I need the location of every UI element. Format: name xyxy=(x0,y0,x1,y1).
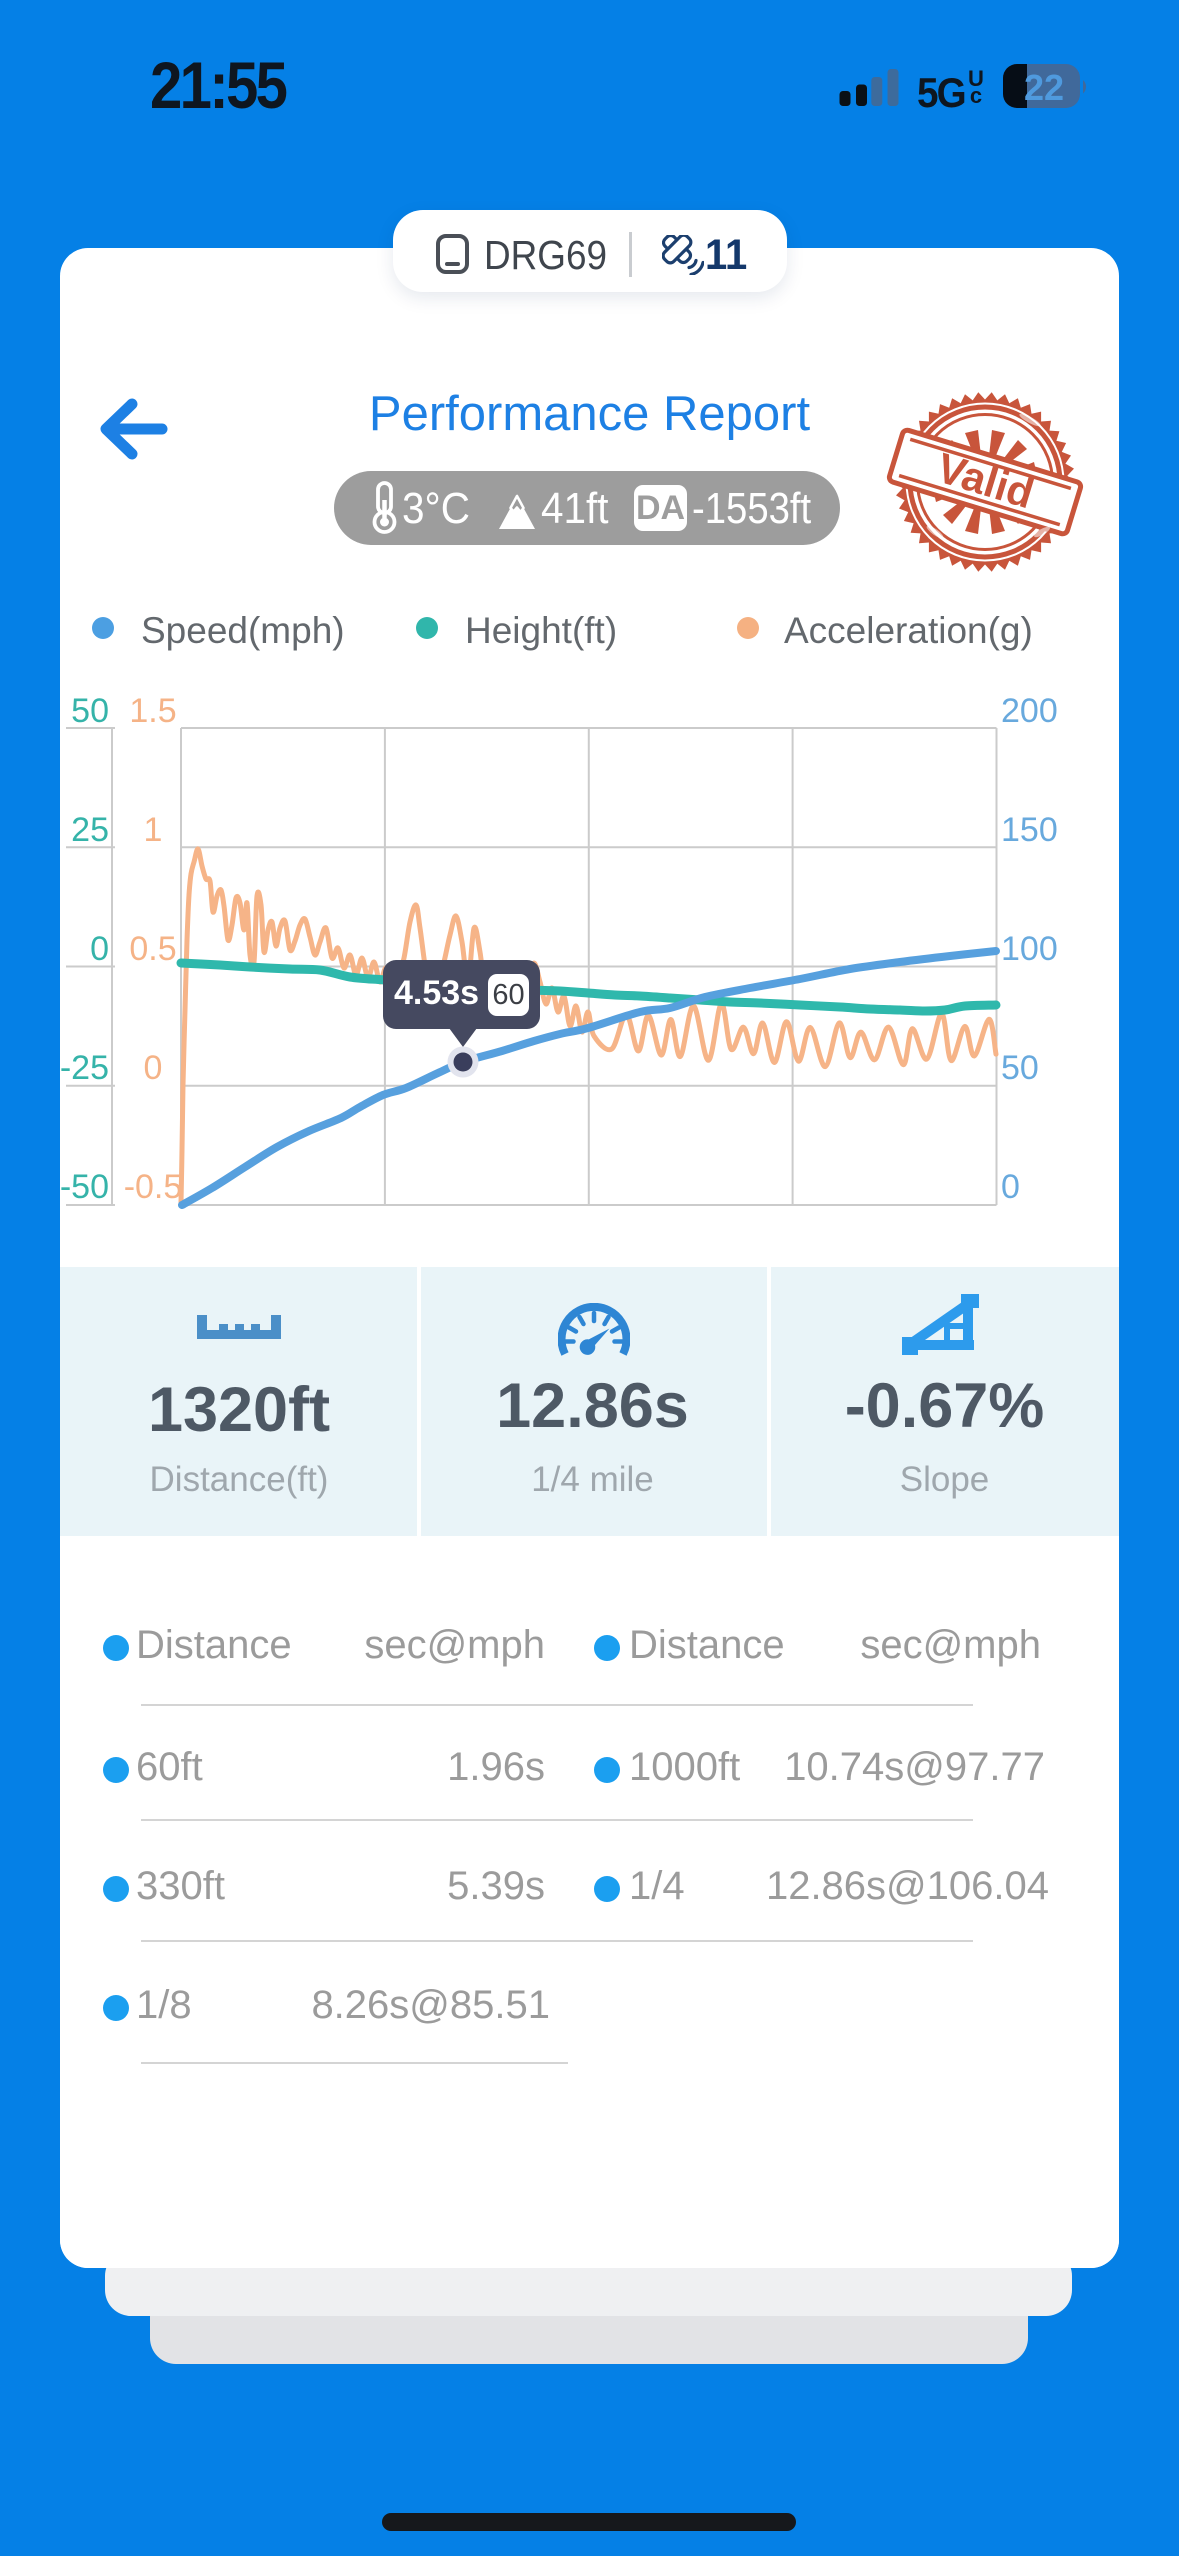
svg-text:50: 50 xyxy=(1001,1049,1039,1087)
svg-text:1.5: 1.5 xyxy=(129,692,176,730)
svg-text:50: 50 xyxy=(71,692,109,730)
svg-text:150: 150 xyxy=(1001,811,1058,849)
svg-text:-50: -50 xyxy=(60,1168,109,1206)
svg-text:200: 200 xyxy=(1001,692,1058,730)
svg-text:4.53s: 4.53s xyxy=(394,974,479,1012)
svg-text:0: 0 xyxy=(90,930,109,968)
svg-text:60: 60 xyxy=(492,979,524,1011)
svg-text:0: 0 xyxy=(1001,1168,1020,1206)
svg-text:-25: -25 xyxy=(60,1049,109,1087)
svg-text:0.5: 0.5 xyxy=(129,930,176,968)
svg-text:22: 22 xyxy=(1024,67,1064,108)
svg-text:0: 0 xyxy=(144,1049,163,1087)
svg-text:1: 1 xyxy=(144,811,163,849)
svg-text:-0.5: -0.5 xyxy=(124,1168,183,1206)
svg-text:100: 100 xyxy=(1001,930,1058,968)
svg-text:25: 25 xyxy=(71,811,109,849)
